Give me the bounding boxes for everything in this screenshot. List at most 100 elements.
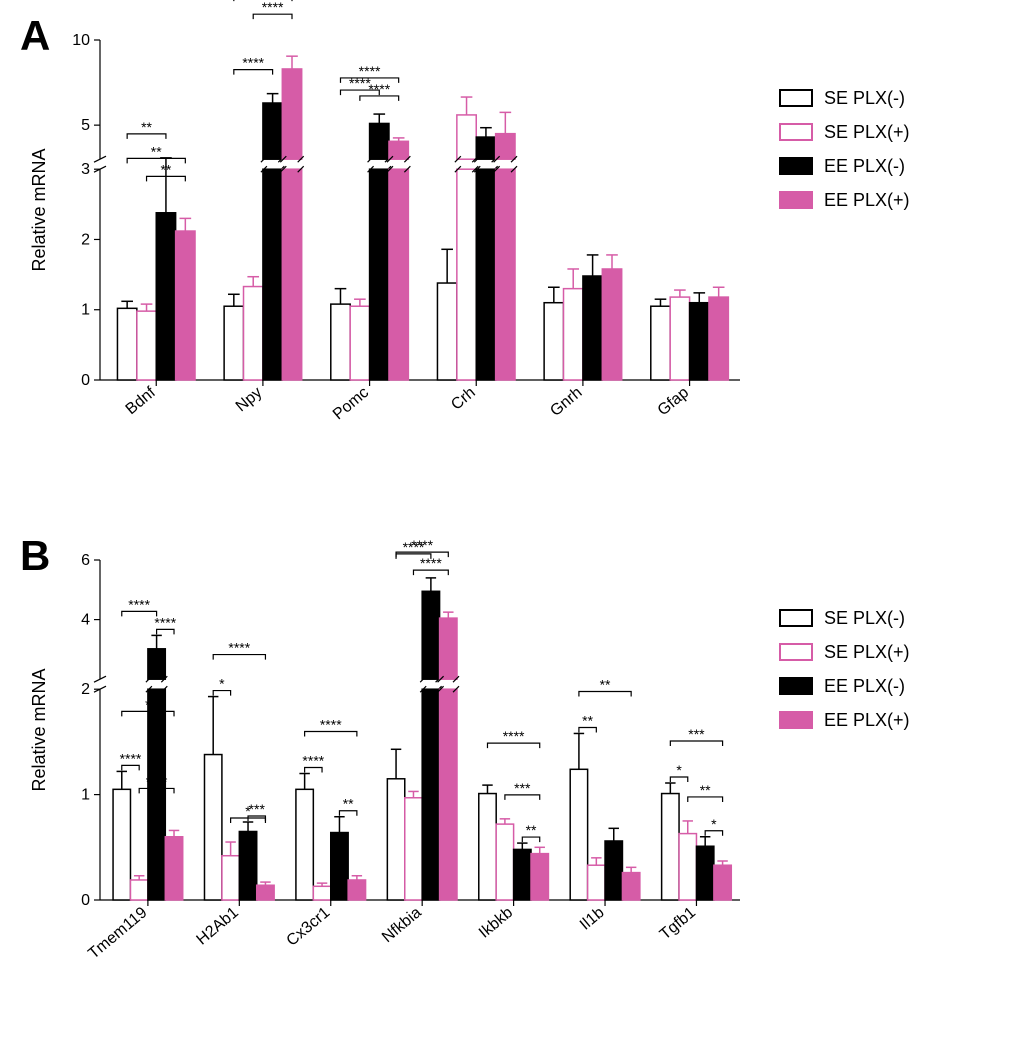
legend-label: SE PLX(+) xyxy=(824,122,910,142)
significance-label: **** xyxy=(411,537,433,553)
significance-label: ** xyxy=(526,822,537,838)
significance-label: ** xyxy=(160,161,171,177)
bar xyxy=(282,169,301,380)
bar xyxy=(679,834,696,900)
significance-label: **** xyxy=(242,55,264,71)
legend-label: EE PLX(+) xyxy=(824,710,910,730)
significance-label: ** xyxy=(343,796,354,812)
x-category-label: Ikbkb xyxy=(476,904,516,942)
bar xyxy=(457,169,476,380)
bar xyxy=(583,276,602,380)
bar xyxy=(602,269,621,380)
bar xyxy=(296,789,313,900)
bar xyxy=(544,303,563,380)
significance-label: **** xyxy=(154,614,176,630)
bar xyxy=(662,794,679,900)
legend-label: EE PLX(-) xyxy=(824,156,905,176)
x-category-label: H2Ab1 xyxy=(193,904,241,949)
bar xyxy=(588,865,605,900)
x-category-label: Tmem119 xyxy=(85,904,150,963)
significance-label: **** xyxy=(146,773,168,789)
significance-label: *** xyxy=(514,780,531,796)
bar xyxy=(651,306,670,380)
bar xyxy=(422,591,439,679)
bar xyxy=(282,69,301,159)
legend: SE PLX(-)SE PLX(+)EE PLX(-)EE PLX(+) xyxy=(780,88,910,210)
bar xyxy=(263,169,282,380)
significance-label: **** xyxy=(302,753,324,769)
bar xyxy=(176,231,195,380)
significance-label: * xyxy=(711,816,717,832)
y-tick-label: 2 xyxy=(81,681,90,698)
bar xyxy=(670,297,689,380)
bar xyxy=(457,115,476,159)
bar xyxy=(714,865,731,900)
figure-svg: A0123510Relative mRNABdnfNpyPomcCrhGnrhG… xyxy=(0,0,1020,1044)
bar xyxy=(440,618,457,679)
bar xyxy=(370,123,389,159)
panel-label: B xyxy=(20,532,50,579)
bar xyxy=(263,103,282,159)
bar xyxy=(440,689,457,900)
bar xyxy=(257,885,274,900)
x-category-label: Il1b xyxy=(577,904,608,934)
y-tick-label: 3 xyxy=(81,161,90,178)
significance-label: **** xyxy=(320,717,342,733)
bar xyxy=(156,213,175,380)
y-tick-label: 1 xyxy=(81,787,90,804)
legend-label: SE PLX(-) xyxy=(824,88,905,108)
bar xyxy=(165,837,182,900)
significance-label: **** xyxy=(120,750,142,766)
bar xyxy=(222,856,239,900)
bar xyxy=(479,794,496,900)
significance-label: **** xyxy=(420,555,442,571)
bar xyxy=(130,880,147,900)
y-tick-label: 10 xyxy=(72,32,90,49)
legend-swatch xyxy=(780,158,812,174)
y-tick-label: 2 xyxy=(81,231,90,248)
bar xyxy=(696,846,713,900)
significance-label: ** xyxy=(151,143,162,159)
legend-swatch xyxy=(780,192,812,208)
significance-label: *** xyxy=(688,726,705,742)
bar xyxy=(496,134,515,160)
y-axis-title: Relative mRNA xyxy=(29,148,49,271)
bar xyxy=(331,304,350,380)
x-category-label: Crh xyxy=(448,384,479,414)
bar xyxy=(690,303,709,380)
bar xyxy=(313,886,330,900)
legend-label: SE PLX(-) xyxy=(824,608,905,628)
legend-swatch xyxy=(780,124,812,140)
significance-label: *** xyxy=(249,801,266,817)
significance-label: **** xyxy=(128,596,150,612)
legend-swatch xyxy=(780,90,812,106)
significance-label: * xyxy=(145,696,151,712)
legend-label: EE PLX(-) xyxy=(824,676,905,696)
bar xyxy=(239,831,256,900)
legend-swatch xyxy=(780,644,812,660)
legend-swatch xyxy=(780,678,812,694)
x-category-label: Gnrh xyxy=(547,384,585,420)
bar xyxy=(422,689,439,900)
bar xyxy=(137,311,156,380)
y-tick-label: 4 xyxy=(81,612,90,629)
significance-label: **** xyxy=(503,728,525,744)
legend-swatch xyxy=(780,610,812,626)
bar xyxy=(564,289,583,380)
x-category-label: Cx3cr1 xyxy=(284,904,334,950)
y-axis-title: Relative mRNA xyxy=(29,668,49,791)
bar xyxy=(531,854,548,900)
bar xyxy=(496,169,515,380)
significance-label: ** xyxy=(141,119,152,135)
bar xyxy=(496,824,513,900)
x-category-label: Nfkbia xyxy=(379,904,425,946)
bar xyxy=(244,287,263,380)
bar xyxy=(224,306,243,380)
bar xyxy=(148,689,165,900)
significance-label: **** xyxy=(228,640,250,656)
y-tick-label: 1 xyxy=(81,302,90,319)
significance-label: * xyxy=(219,676,225,692)
bar xyxy=(389,169,408,380)
bar xyxy=(437,283,456,380)
bar xyxy=(370,169,389,380)
